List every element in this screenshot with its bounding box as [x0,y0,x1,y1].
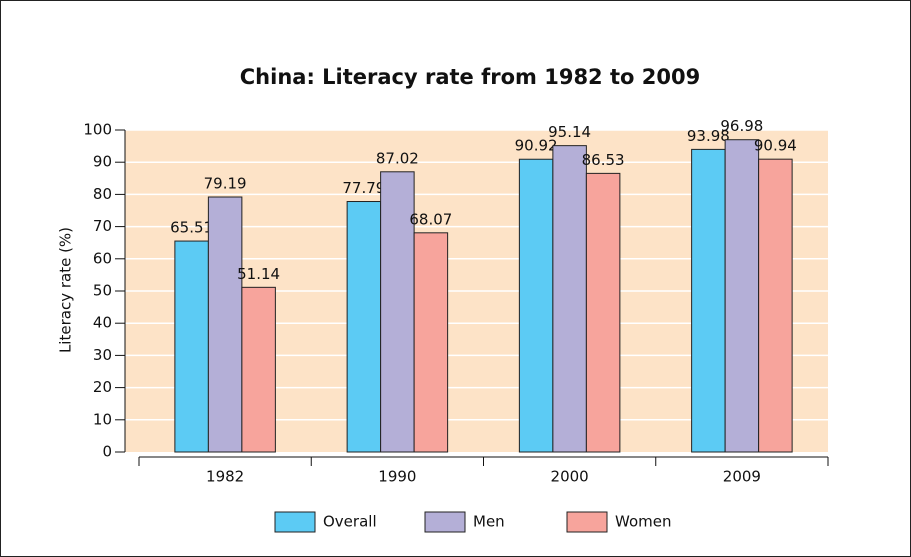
legend-label: Overall [323,513,377,531]
x-tick-label: 1982 [206,468,244,486]
bar [518,158,554,453]
legend-swatch [274,511,316,533]
value-label: 65.51 [170,219,213,237]
y-tick-label: 40 [93,314,112,332]
value-label: 86.53 [582,151,625,169]
chart-title: China: Literacy rate from 1982 to 2009 [240,65,700,89]
value-label: 79.19 [204,175,247,193]
legend-label: Men [473,513,505,531]
y-tick-label: 10 [93,410,112,428]
x-tick-label: 2009 [723,468,761,486]
bar [758,158,793,453]
legend-swatch [424,511,466,533]
value-label: 68.07 [409,210,452,228]
value-label: 93.98 [687,127,730,145]
value-label: 96.98 [720,117,763,135]
x-tick-label: 2000 [551,468,589,486]
bar [241,286,276,453]
x-tick-label: 1990 [378,468,416,486]
y-tick-label: 60 [93,249,112,267]
value-label: 87.02 [376,149,419,167]
y-tick-label: 0 [102,443,112,461]
y-tick-label: 80 [93,185,112,203]
bar [724,139,760,453]
bar [691,148,726,453]
y-tick-label: 100 [83,121,112,139]
bar [346,201,382,453]
y-axis-label: Literacy rate (%) [57,227,75,353]
y-tick-label: 30 [93,346,112,364]
bar [174,240,209,453]
bar [207,196,243,453]
y-tick-label: 90 [93,153,112,171]
y-tick-label: 20 [93,378,112,396]
bar [552,145,587,453]
value-label: 51.14 [237,265,280,283]
legend-label: Women [615,513,671,531]
value-label: 77.79 [342,179,385,197]
legend-swatch [566,511,608,533]
value-label: 90.92 [515,137,558,155]
value-label: 95.14 [548,123,591,141]
bar [413,232,449,453]
y-tick-label: 70 [93,217,112,235]
y-tick-label: 50 [93,282,112,300]
bar [585,172,621,453]
value-label: 90.94 [754,137,797,155]
